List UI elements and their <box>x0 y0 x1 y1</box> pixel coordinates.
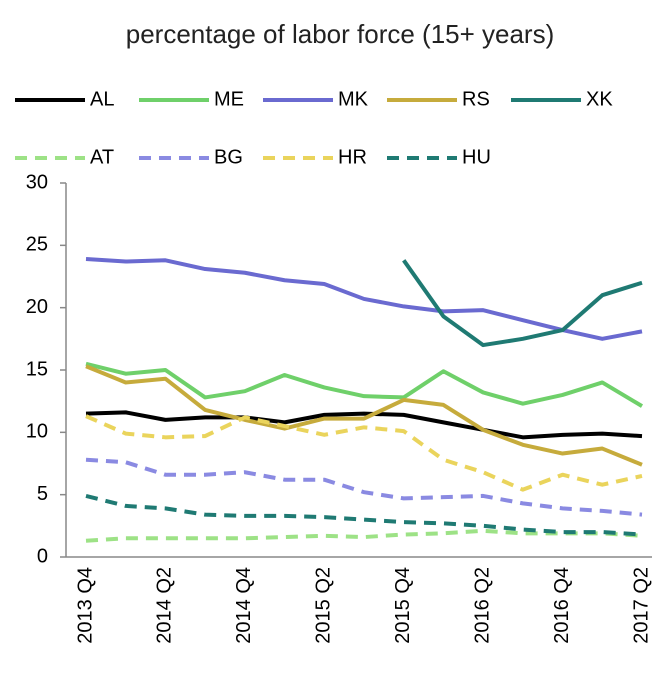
x-tick-label: 2014 Q2 <box>154 567 176 644</box>
chart-title: percentage of labor force (15+ years) <box>126 19 555 49</box>
y-tick-label: 25 <box>26 234 48 256</box>
x-tick-label: 2013 Q4 <box>74 567 96 644</box>
x-tick-label: 2014 Q4 <box>233 567 255 644</box>
x-tick-label: 2016 Q2 <box>471 567 493 644</box>
y-tick-label: 30 <box>26 171 48 193</box>
series-line <box>402 259 643 348</box>
legend-label: HR <box>338 146 367 168</box>
legend-label: MK <box>338 88 369 110</box>
legend-label: HU <box>462 146 491 168</box>
series-line <box>85 361 644 408</box>
legend-label: ME <box>214 88 244 110</box>
series-line <box>85 457 643 517</box>
series-line <box>85 364 643 467</box>
series-line <box>85 257 643 341</box>
series-line <box>85 528 643 543</box>
series-line <box>85 493 643 537</box>
legend-label: XK <box>586 88 613 110</box>
legend-label: AL <box>90 88 114 110</box>
series-line <box>85 414 643 492</box>
series-line <box>85 410 643 440</box>
legend-label: AT <box>90 146 114 168</box>
legend-label: BG <box>214 146 243 168</box>
y-tick-label: 20 <box>26 296 48 318</box>
legend-label: RS <box>462 88 490 110</box>
y-tick-label: 15 <box>26 358 48 380</box>
x-tick-label: 2016 Q4 <box>551 567 573 644</box>
y-tick-label: 5 <box>37 483 48 505</box>
x-tick-label: 2017 Q2 <box>630 567 652 644</box>
y-tick-label: 10 <box>26 421 48 443</box>
x-tick-label: 2015 Q2 <box>313 567 335 644</box>
x-tick-label: 2015 Q4 <box>392 567 414 644</box>
y-tick-label: 0 <box>37 545 48 567</box>
